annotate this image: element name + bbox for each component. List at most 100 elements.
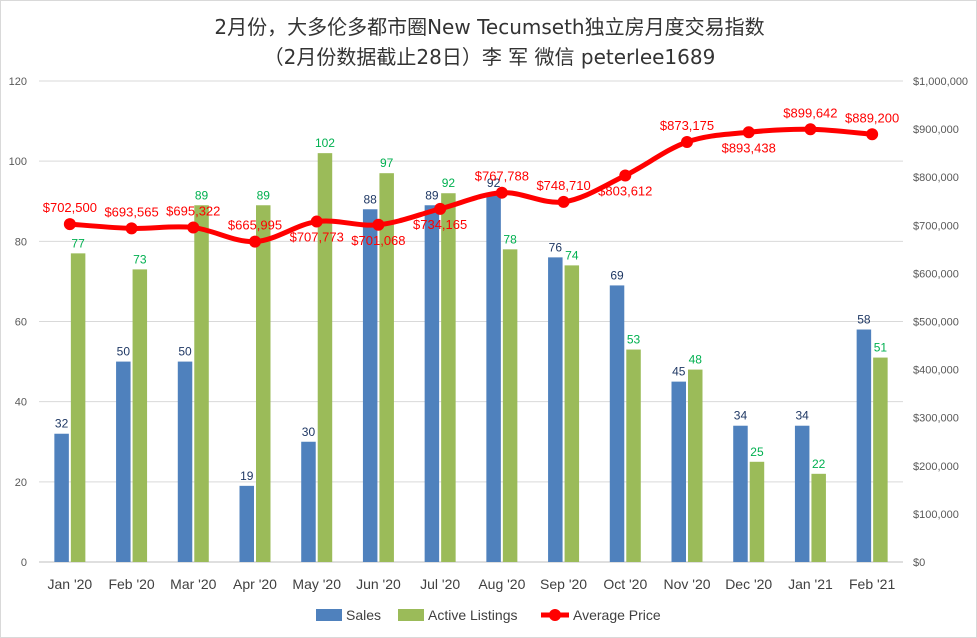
bar-active-listings [132, 269, 148, 562]
bar-sales [54, 433, 69, 562]
bar-active-listings [873, 357, 888, 562]
data-label-active-listings: 73 [133, 252, 147, 266]
y-left-tick-label: 40 [15, 397, 27, 409]
x-tick-label: Dec '20 [725, 576, 772, 592]
data-label-sales: 45 [672, 365, 686, 379]
y-right-tick-label: $400,000 [913, 365, 959, 377]
bar-sales [424, 205, 440, 562]
data-label-sales: 50 [117, 345, 131, 359]
bar-active-listings [317, 153, 333, 562]
x-tick-label: Apr '20 [233, 576, 277, 592]
bar-sales [548, 257, 563, 562]
bar-active-listings [379, 173, 394, 563]
bar-active-listings [749, 461, 765, 562]
point-average-price [681, 136, 693, 149]
x-tick-label: Oct '20 [603, 576, 647, 592]
y-left-tick-label: 0 [21, 557, 27, 569]
point-average-price [249, 235, 261, 248]
bar-sales [116, 361, 131, 562]
x-tick-label: Jun '20 [356, 576, 401, 592]
bar-active-listings [811, 473, 826, 562]
legend-marker-average-price [549, 609, 561, 621]
y-right-tick-label: $200,000 [913, 461, 959, 473]
point-average-price [63, 218, 76, 231]
bar-active-listings [564, 265, 580, 562]
data-label-active-listings: 97 [380, 156, 394, 170]
data-label-average-price: $893,438 [722, 140, 776, 155]
data-label-sales: 76 [549, 240, 563, 254]
data-label-average-price: $707,773 [290, 230, 344, 245]
legend-swatch-sales [316, 609, 342, 621]
bar-sales [177, 361, 193, 562]
data-label-average-price: $665,995 [228, 218, 282, 233]
legend-label-average-price: Average Price [573, 607, 661, 623]
y-right-tick-label: $600,000 [913, 268, 959, 280]
y-right-tick-label: $900,000 [913, 124, 959, 136]
data-label-active-listings: 51 [874, 341, 888, 355]
point-average-price [434, 202, 447, 215]
x-tick-label: Nov '20 [663, 576, 710, 592]
data-label-sales: 30 [302, 425, 316, 439]
y-left-tick-label: 20 [15, 477, 27, 489]
data-label-average-price: $702,500 [43, 200, 97, 215]
y-right-tick-label: $500,000 [913, 317, 959, 329]
data-label-average-price: $734,165 [413, 217, 467, 232]
data-label-average-price: $803,612 [598, 183, 652, 198]
x-tick-label: Sep '20 [540, 576, 587, 592]
data-label-average-price: $767,788 [475, 169, 529, 184]
bar-active-listings [256, 205, 271, 562]
legend-swatch-active-listings [398, 609, 424, 621]
y-left-tick-label: 100 [9, 156, 27, 168]
bar-active-listings [626, 349, 641, 562]
bar-sales [671, 381, 686, 562]
point-average-price [125, 222, 138, 235]
data-label-active-listings: 77 [71, 236, 85, 250]
x-tick-label: Feb '20 [108, 576, 154, 592]
legend-label-sales: Sales [346, 607, 381, 623]
bar-active-listings [194, 205, 209, 562]
data-label-active-listings: 89 [195, 188, 209, 202]
bar-active-listings [688, 369, 703, 562]
y-right-tick-label: $1,000,000 [913, 76, 968, 88]
x-tick-label: Mar '20 [170, 576, 216, 592]
point-average-price [742, 126, 755, 139]
point-average-price [372, 218, 385, 231]
bar-sales [486, 193, 501, 562]
bar-sales [794, 425, 810, 562]
data-label-active-listings: 89 [257, 188, 271, 202]
data-label-sales: 92 [487, 176, 501, 190]
y-right-tick-label: $300,000 [913, 413, 959, 425]
legend-label-active-listings: Active Listings [428, 607, 517, 623]
data-label-active-listings: 48 [689, 353, 703, 367]
data-label-active-listings: 102 [315, 136, 335, 150]
data-label-active-listings: 22 [812, 457, 826, 471]
bar-sales [609, 285, 625, 562]
point-average-price [310, 215, 323, 228]
point-average-price [557, 195, 570, 208]
point-average-price [495, 186, 508, 199]
bar-active-listings [70, 253, 86, 562]
data-label-sales: 34 [795, 409, 809, 423]
bar-sales [856, 329, 872, 562]
data-label-average-price: $695,322 [166, 204, 220, 219]
x-tick-label: Jan '20 [47, 576, 92, 592]
y-right-tick-label: $100,000 [913, 509, 959, 521]
bar-active-listings [502, 249, 518, 562]
data-label-average-price: $899,642 [783, 105, 837, 120]
data-label-sales: 88 [363, 192, 377, 206]
y-right-tick-label: $800,000 [913, 172, 959, 184]
chart-title: 2月份，大多伦多都市圈New Tecumseth独立房月度交易指数 [214, 15, 765, 39]
bar-active-listings [441, 193, 456, 562]
bar-sales [301, 441, 316, 562]
data-label-average-price: $748,710 [536, 178, 590, 193]
data-label-sales: 69 [610, 268, 624, 282]
chart-subtitle: （2月份数据截止28日）李 军 微信 peterlee1689 [263, 45, 716, 69]
x-tick-label: May '20 [292, 576, 341, 592]
y-left-tick-label: 120 [9, 76, 27, 88]
bar-sales [362, 209, 378, 562]
data-label-sales: 19 [240, 469, 254, 483]
data-label-active-listings: 25 [750, 445, 764, 459]
x-tick-label: Jan '21 [788, 576, 833, 592]
